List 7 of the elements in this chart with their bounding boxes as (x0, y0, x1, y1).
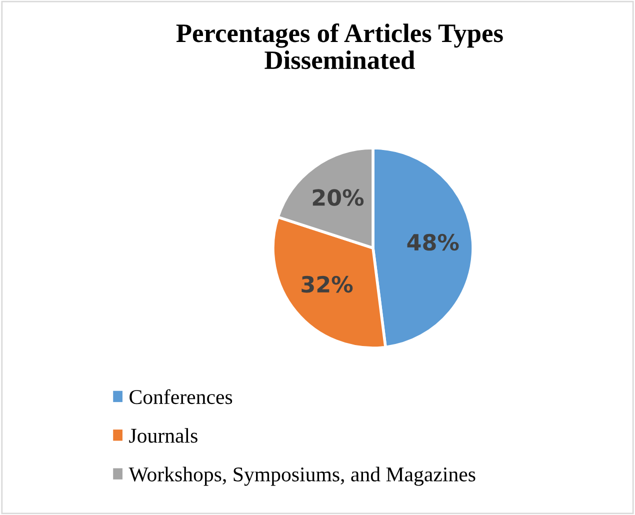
legend-label: Workshops, Symposiums, and Magazines (128, 466, 476, 486)
data-label: 48% (407, 234, 459, 251)
legend-label: Conferences (130, 389, 232, 404)
legend-label: Journals (129, 428, 198, 443)
chart-title: Percentages of Articles Types Disseminated (176, 23, 503, 70)
data-label: 20% (312, 189, 364, 206)
data-label: 32% (302, 276, 353, 293)
